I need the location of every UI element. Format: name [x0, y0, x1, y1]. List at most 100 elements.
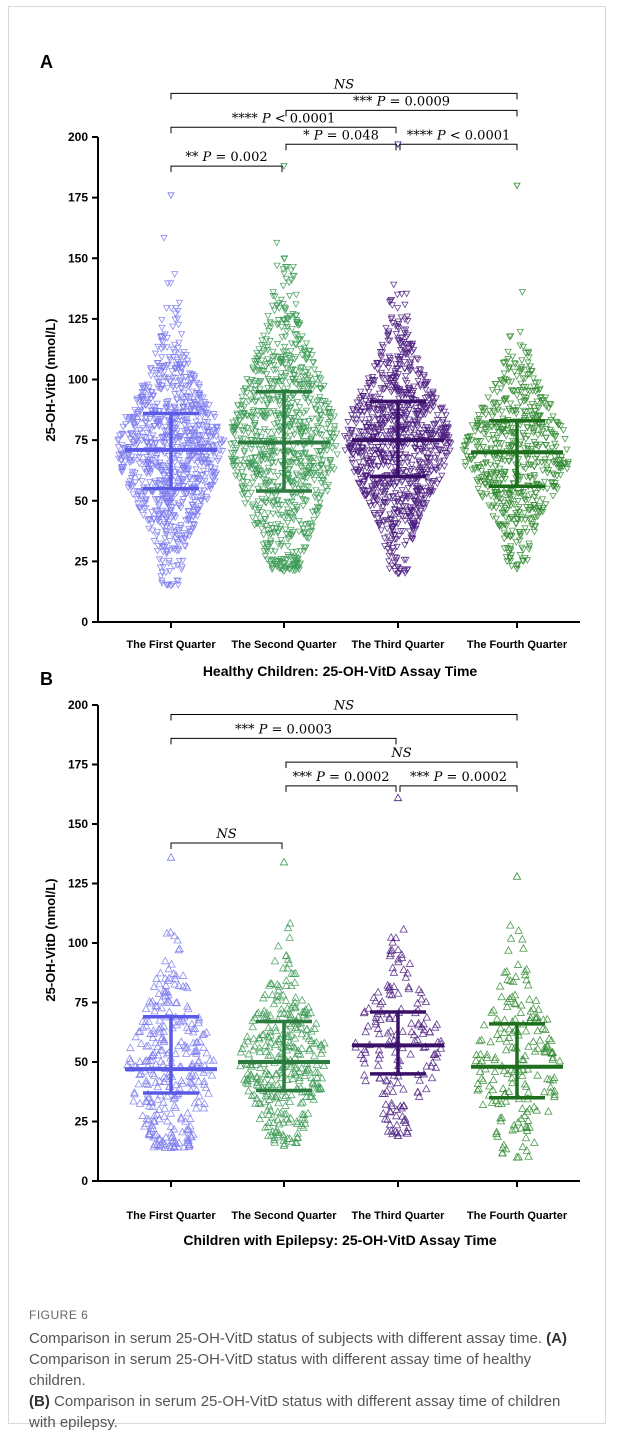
data-point	[295, 485, 303, 493]
data-point	[490, 489, 499, 496]
data-point	[174, 321, 183, 329]
data-point	[187, 405, 195, 413]
data-point	[266, 1050, 275, 1059]
series-2-summary	[238, 389, 330, 493]
data-point	[461, 463, 469, 470]
data-point	[162, 305, 171, 312]
data-point	[290, 372, 298, 379]
data-point	[251, 1060, 261, 1068]
data-point	[316, 412, 324, 419]
data-point	[369, 434, 378, 442]
data-point	[361, 420, 369, 427]
data-point	[154, 543, 163, 550]
data-point	[152, 462, 160, 470]
data-point	[393, 291, 402, 299]
data-point	[153, 1042, 163, 1050]
data-point	[401, 330, 409, 337]
data-point	[118, 469, 126, 476]
data-point	[312, 406, 320, 414]
data-point	[474, 438, 482, 445]
data-point	[259, 520, 267, 528]
data-point	[398, 291, 406, 298]
data-point	[171, 528, 180, 536]
data-point	[520, 393, 528, 401]
data-point	[134, 488, 143, 495]
data-point	[303, 475, 311, 482]
data-point	[409, 508, 417, 516]
data-point	[153, 507, 161, 515]
data-point	[394, 336, 402, 344]
data-point	[367, 455, 376, 463]
y-tick-label: 175	[68, 191, 88, 205]
data-point	[173, 396, 181, 404]
data-point	[220, 437, 228, 445]
comparison-bracket: NS	[170, 699, 518, 721]
data-point	[429, 1050, 439, 1058]
data-point	[300, 418, 308, 426]
data-point	[285, 1038, 294, 1046]
data-point	[252, 397, 260, 405]
data-point	[509, 480, 518, 488]
data-point	[508, 1027, 517, 1036]
data-point	[542, 403, 551, 411]
data-point	[171, 1139, 181, 1147]
data-point	[365, 402, 373, 409]
data-point	[125, 452, 133, 459]
data-point	[274, 497, 282, 505]
data-point	[406, 359, 415, 367]
data-point	[274, 472, 282, 480]
data-point	[184, 467, 193, 475]
data-point	[204, 410, 212, 418]
data-point	[404, 982, 413, 991]
data-point	[162, 997, 172, 1006]
data-point	[190, 1098, 200, 1107]
data-point	[408, 536, 417, 543]
data-point	[178, 385, 186, 393]
data-point	[262, 415, 270, 422]
data-point	[275, 397, 284, 405]
comparison-bracket: NS	[285, 746, 518, 769]
data-point	[409, 422, 417, 429]
data-point	[516, 1123, 526, 1132]
data-point	[496, 377, 505, 384]
data-point	[162, 569, 170, 577]
data-point	[276, 1009, 285, 1017]
data-point	[401, 542, 409, 549]
data-point	[411, 418, 419, 426]
data-point	[548, 445, 556, 453]
data-point	[278, 963, 288, 972]
data-point	[366, 502, 375, 510]
data-point	[413, 1035, 422, 1043]
data-point	[385, 558, 393, 566]
data-point	[163, 335, 171, 342]
data-point	[160, 1139, 170, 1148]
data-point	[162, 362, 171, 370]
data-point	[184, 1124, 193, 1133]
data-point	[512, 539, 521, 546]
data-point	[284, 449, 293, 456]
data-point	[261, 482, 270, 490]
data-point	[487, 1007, 496, 1016]
data-point	[253, 1077, 262, 1086]
data-point	[161, 496, 169, 503]
data-point	[262, 469, 270, 477]
data-point	[162, 1049, 172, 1058]
data-point	[266, 560, 275, 568]
data-point	[252, 358, 261, 366]
data-point	[186, 399, 195, 407]
data-point	[188, 1129, 198, 1138]
data-point	[534, 508, 543, 515]
data-point	[424, 430, 432, 437]
data-point	[287, 478, 296, 486]
data-point	[506, 533, 515, 541]
data-point	[160, 235, 168, 242]
data-point	[275, 415, 284, 422]
data-point	[236, 462, 244, 470]
data-point	[254, 485, 262, 493]
data-point	[164, 964, 174, 973]
data-point	[494, 429, 503, 436]
data-point	[378, 424, 386, 432]
data-point	[154, 1105, 164, 1113]
data-point	[163, 474, 172, 482]
significance-label: *** P = 0.0002	[292, 770, 389, 785]
